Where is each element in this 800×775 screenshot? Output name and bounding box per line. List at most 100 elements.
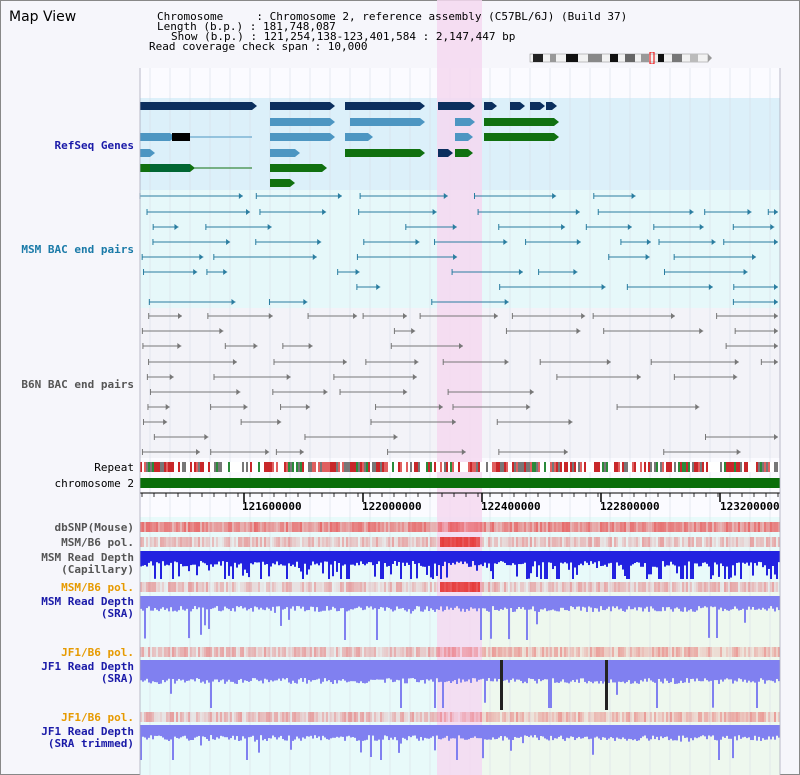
polymorphism-mark xyxy=(520,522,522,532)
polymorphism-mark xyxy=(410,582,412,592)
polymorphism-mark xyxy=(236,647,238,657)
polymorphism-mark xyxy=(332,522,334,532)
gene-strand-arrow xyxy=(520,102,525,110)
msm-sra-depth-bar xyxy=(158,596,160,612)
polymorphism-mark xyxy=(688,582,690,592)
repeat-mark xyxy=(312,462,314,472)
polymorphism-mark xyxy=(776,582,778,592)
polymorphism-mark xyxy=(542,712,544,722)
refseq-gene xyxy=(546,102,552,110)
polymorphism-mark xyxy=(484,522,486,532)
polymorphism-mark xyxy=(642,582,644,592)
polymorphism-mark xyxy=(440,647,442,657)
polymorphism-mark xyxy=(330,537,332,547)
polymorphism-mark xyxy=(270,582,272,592)
jf1-trimmed-depth-bar xyxy=(456,725,458,760)
polymorphism-mark xyxy=(738,537,740,547)
msm-sra-depth-bar xyxy=(390,596,392,610)
msm-capillary-depth-bar xyxy=(424,551,426,567)
polymorphism-mark xyxy=(534,522,536,532)
polymorphism-mark xyxy=(590,582,592,592)
msm-sra-depth-bar xyxy=(356,596,358,608)
jf1-trimmed-depth-bar xyxy=(730,725,732,739)
polymorphism-mark xyxy=(654,712,656,722)
repeat-mark xyxy=(440,462,442,472)
polymorphism-mark xyxy=(200,537,202,547)
msm-capillary-depth-bar xyxy=(576,551,578,575)
msm-capillary-depth-bar xyxy=(170,551,172,563)
msm-sra-depth-bar xyxy=(704,596,706,607)
msm-sra-depth-bar xyxy=(528,596,530,610)
repeat-mark xyxy=(264,462,266,472)
polymorphism-mark xyxy=(176,537,178,547)
polymorphism-mark xyxy=(752,647,754,657)
polymorphism-mark xyxy=(166,582,168,592)
jf1-trimmed-depth-bar xyxy=(164,725,166,740)
jf1-trimmed-depth-bar xyxy=(208,725,210,741)
jf1-sra-depth-bar xyxy=(436,660,438,679)
polymorphism-mark xyxy=(238,582,240,592)
polymorphism-mark xyxy=(196,712,198,722)
polymorphism-mark xyxy=(278,522,280,532)
polymorphism-mark xyxy=(630,537,632,547)
msm-sra-depth-bar xyxy=(548,596,550,611)
polymorphism-mark xyxy=(746,647,748,657)
polymorphism-mark xyxy=(390,647,392,657)
polymorphism-mark xyxy=(424,582,426,592)
msm-capillary-depth-bar xyxy=(158,551,160,564)
polymorphism-mark xyxy=(518,647,520,657)
repeat-mark xyxy=(760,462,762,472)
polymorphism-mark xyxy=(208,522,210,532)
msm-bac-pair-end xyxy=(503,239,508,245)
repeat-mark xyxy=(772,462,774,472)
jf1-trimmed-depth-bar xyxy=(608,725,610,739)
b6n-bac-pair-end xyxy=(412,374,417,380)
coverage-span-info: Read coverage check span : 10,000 xyxy=(149,40,368,53)
msm-capillary-depth-bar xyxy=(530,551,532,574)
msm-sra-depth-bar xyxy=(762,596,764,608)
polymorphism-mark xyxy=(406,647,408,657)
polymorphism-mark xyxy=(536,537,538,547)
jf1-sra-depth-bar xyxy=(522,660,524,684)
msm-capillary-depth-bar xyxy=(218,551,220,562)
jf1-trimmed-depth-bar xyxy=(626,725,628,741)
repeat-mark xyxy=(150,462,152,472)
repeat-mark xyxy=(380,462,382,472)
msm-capillary-depth-bar xyxy=(452,551,454,563)
polymorphism-mark xyxy=(578,647,580,657)
polymorphism-mark xyxy=(574,712,576,722)
msm-sra-depth-bar xyxy=(562,596,564,608)
polymorphism-mark xyxy=(672,582,674,592)
polymorphism-mark xyxy=(514,712,516,722)
polymorphism-mark xyxy=(622,582,624,592)
jf1-trimmed-depth-bar xyxy=(274,725,276,738)
polymorphism-mark xyxy=(594,522,596,532)
msm-sra-depth-bar xyxy=(742,596,744,609)
polymorphism-mark xyxy=(496,582,498,592)
jf1-trimmed-depth-bar xyxy=(744,725,746,737)
jf1-trimmed-depth-bar xyxy=(258,725,260,753)
msm-capillary-depth-bar xyxy=(534,551,536,562)
polymorphism-mark xyxy=(412,537,414,547)
polymorphism-mark xyxy=(640,647,642,657)
jf1-sra-depth-bar xyxy=(392,660,394,683)
polymorphism-mark xyxy=(374,712,376,722)
polymorphism-mark xyxy=(430,712,432,722)
msm-capillary-depth-bar xyxy=(352,551,354,565)
jf1-trimmed-depth-bar xyxy=(502,725,504,741)
repeat-mark xyxy=(454,462,456,472)
jf1-sra-depth-bar xyxy=(226,660,228,682)
polymorphism-mark xyxy=(464,712,466,722)
polymorphism-mark xyxy=(300,647,302,657)
polymorphism-mark xyxy=(702,647,704,657)
repeat-mark xyxy=(198,462,200,472)
chromosome-ideogram[interactable] xyxy=(528,52,714,64)
jf1-trimmed-depth-bar xyxy=(404,725,406,739)
jf1-sra-depth-bar xyxy=(684,660,686,683)
jf1-sra-depth-bar xyxy=(270,660,272,681)
jf1-sra-depth-bar xyxy=(216,660,218,680)
msm-sra-depth-bar xyxy=(668,596,670,608)
polymorphism-mark xyxy=(396,582,398,592)
msm-capillary-depth-bar xyxy=(572,551,574,579)
msm-sra-depth-bar xyxy=(288,596,290,620)
